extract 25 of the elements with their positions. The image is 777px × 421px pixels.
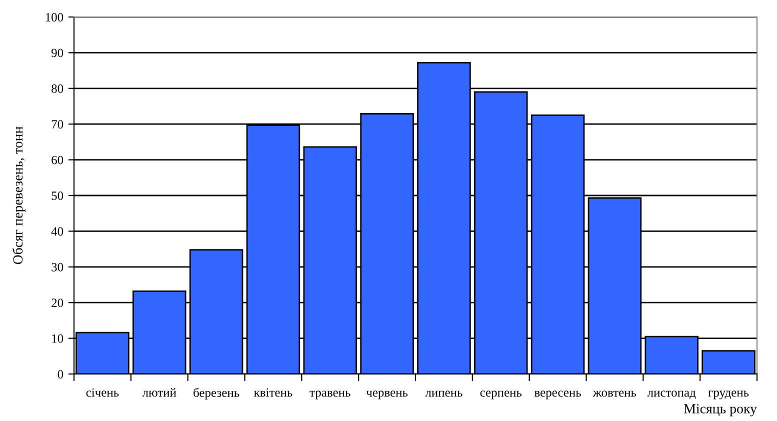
x-tick-label: червень — [366, 390, 408, 400]
x-tick-label: липень — [425, 390, 462, 397]
y-tick-label: 10 — [52, 334, 64, 343]
y-tick-label: 90 — [51, 48, 64, 58]
y-tick-label: 40 — [51, 227, 64, 236]
x-tick-label: серпень — [480, 390, 522, 400]
x-tick-label: листопад — [647, 390, 696, 399]
y-tick-label: 20 — [52, 298, 64, 308]
x-tick-label: квітень — [254, 388, 292, 397]
x-tick-label: травень — [310, 390, 350, 400]
x-tick-label: лютий — [142, 388, 176, 397]
x-tick-label: вересень — [534, 390, 581, 400]
x-axis-title: Місяць року — [684, 404, 757, 416]
y-tick-label: 80 — [52, 84, 64, 93]
x-tick-label: жовтень — [592, 390, 636, 397]
y-tick-label: 0 — [58, 370, 64, 378]
x-tick-label: березень — [194, 388, 240, 400]
y-tick-label: 30 — [52, 262, 64, 272]
x-tick-label: січень — [86, 388, 119, 397]
y-axis-title: Обсяг перевезень, тонн — [12, 126, 26, 264]
y-tick-label: 60 — [52, 156, 64, 164]
x-tick-label: грудень — [708, 390, 749, 400]
y-tick-label: 100 — [46, 13, 64, 22]
y-tick-label: 50 — [52, 192, 64, 200]
y-tick-label: 70 — [52, 120, 64, 129]
